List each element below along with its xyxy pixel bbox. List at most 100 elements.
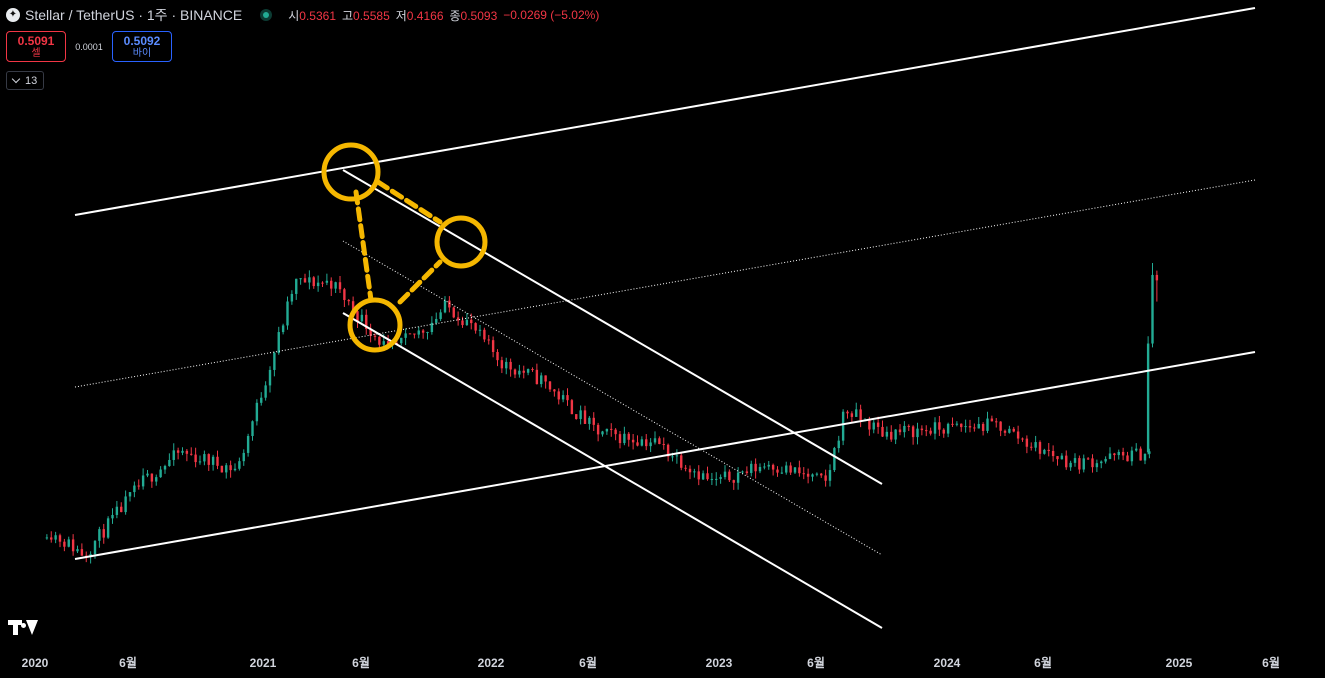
candle-body bbox=[859, 409, 862, 421]
candle-body bbox=[1038, 442, 1042, 454]
candle-body bbox=[229, 465, 232, 471]
candle-body bbox=[290, 293, 294, 302]
time-tick-label: 6월 bbox=[579, 655, 597, 670]
candle-body bbox=[1025, 438, 1029, 447]
candle-body bbox=[706, 473, 709, 480]
candle-body bbox=[242, 452, 245, 462]
sell-button[interactable]: 0.5091 셀 bbox=[6, 31, 66, 62]
candle-body bbox=[981, 423, 985, 431]
candle-body bbox=[693, 471, 696, 473]
candle-body bbox=[601, 431, 604, 435]
time-tick-label: 2022 bbox=[478, 656, 505, 670]
candle-body bbox=[1143, 453, 1147, 461]
candle-body bbox=[640, 439, 644, 446]
candle-body bbox=[658, 438, 661, 445]
candle-body bbox=[745, 471, 749, 473]
candle-body bbox=[995, 421, 998, 423]
candle-body bbox=[631, 439, 635, 443]
candle-body bbox=[575, 414, 578, 419]
candle-body bbox=[251, 421, 254, 437]
candle-body bbox=[1016, 431, 1020, 439]
candle-body bbox=[890, 431, 893, 440]
candle-body bbox=[456, 317, 460, 321]
candle-body bbox=[653, 438, 657, 443]
candle-body bbox=[150, 473, 154, 482]
candle-body bbox=[750, 463, 753, 473]
candle-body bbox=[246, 436, 250, 453]
candle-body bbox=[916, 428, 919, 438]
candle-body bbox=[789, 465, 792, 473]
candle-body bbox=[216, 456, 219, 466]
candle-body bbox=[1034, 442, 1037, 448]
time-axis: 2020 6월 2021 6월 2022 6월 2023 6월 2024 6월 2025 6월 bbox=[22, 655, 1280, 670]
candle-body bbox=[1100, 461, 1103, 464]
candle-body bbox=[833, 448, 836, 471]
candle-body bbox=[325, 280, 329, 283]
candle-body bbox=[973, 427, 976, 429]
candle-body bbox=[137, 485, 140, 487]
candle-body bbox=[811, 474, 814, 477]
candle-body bbox=[1043, 449, 1046, 454]
candle-body bbox=[531, 369, 534, 371]
indicator-count: 13 bbox=[25, 74, 38, 87]
candle-body bbox=[273, 352, 276, 370]
candle-body bbox=[732, 480, 735, 483]
candle-body bbox=[172, 450, 175, 460]
candle-body bbox=[102, 529, 105, 538]
buy-button[interactable]: 0.5092 바이 bbox=[112, 31, 172, 62]
candle-body bbox=[115, 506, 119, 515]
candle-body bbox=[176, 450, 180, 453]
candle-body bbox=[977, 423, 980, 429]
candle-body bbox=[929, 430, 932, 434]
candle-body bbox=[338, 282, 342, 290]
candle-body bbox=[98, 529, 101, 541]
candle-body bbox=[369, 328, 372, 336]
candle-body bbox=[58, 535, 62, 542]
candle-body bbox=[365, 314, 368, 329]
candle-body bbox=[408, 333, 412, 335]
candle-body bbox=[80, 549, 84, 556]
candle-body bbox=[159, 469, 162, 478]
sell-price: 0.5091 bbox=[17, 33, 55, 48]
indicators-toggle[interactable]: 13 bbox=[6, 71, 45, 90]
candle-body bbox=[1003, 430, 1007, 433]
candle-body bbox=[1078, 458, 1081, 470]
candle-body bbox=[522, 370, 525, 373]
symbol-title[interactable]: Stellar / TetherUS · 1주 · BINANCE bbox=[25, 7, 243, 23]
market-status-icon[interactable] bbox=[260, 9, 273, 21]
candles-layer bbox=[45, 263, 1159, 564]
time-tick-label: 2023 bbox=[706, 656, 733, 670]
ohlc-open: 시0.5361 bbox=[288, 8, 336, 23]
candle-body bbox=[623, 433, 626, 444]
candle-body bbox=[461, 320, 464, 326]
candle-body bbox=[544, 375, 547, 382]
candle-body bbox=[474, 323, 477, 331]
candle-body bbox=[505, 361, 508, 369]
tradingview-logo-icon[interactable] bbox=[8, 620, 40, 636]
stellar-logo-icon: ✦ bbox=[6, 8, 20, 22]
candle-body bbox=[308, 277, 311, 283]
candle-body bbox=[540, 375, 543, 385]
candle-body bbox=[894, 429, 897, 440]
candle-body bbox=[605, 428, 609, 432]
candle-body bbox=[106, 518, 110, 538]
candle-body bbox=[1108, 453, 1112, 459]
candle-body bbox=[855, 409, 858, 417]
candle-body bbox=[1086, 458, 1090, 460]
candle-body bbox=[907, 425, 910, 427]
descending-channel-bottom bbox=[342, 312, 883, 629]
candle-body bbox=[701, 473, 705, 480]
candle-body bbox=[465, 319, 469, 326]
candle-body bbox=[478, 329, 482, 331]
candle-body bbox=[120, 506, 123, 513]
time-tick-label: 2021 bbox=[250, 656, 277, 670]
candle-body bbox=[553, 389, 556, 392]
candle-body bbox=[133, 485, 136, 493]
candle-body bbox=[588, 417, 591, 424]
candle-body bbox=[763, 466, 766, 468]
candle-body bbox=[334, 282, 337, 289]
candle-body bbox=[330, 280, 333, 289]
candle-body bbox=[688, 468, 692, 473]
candle-body bbox=[168, 459, 171, 467]
